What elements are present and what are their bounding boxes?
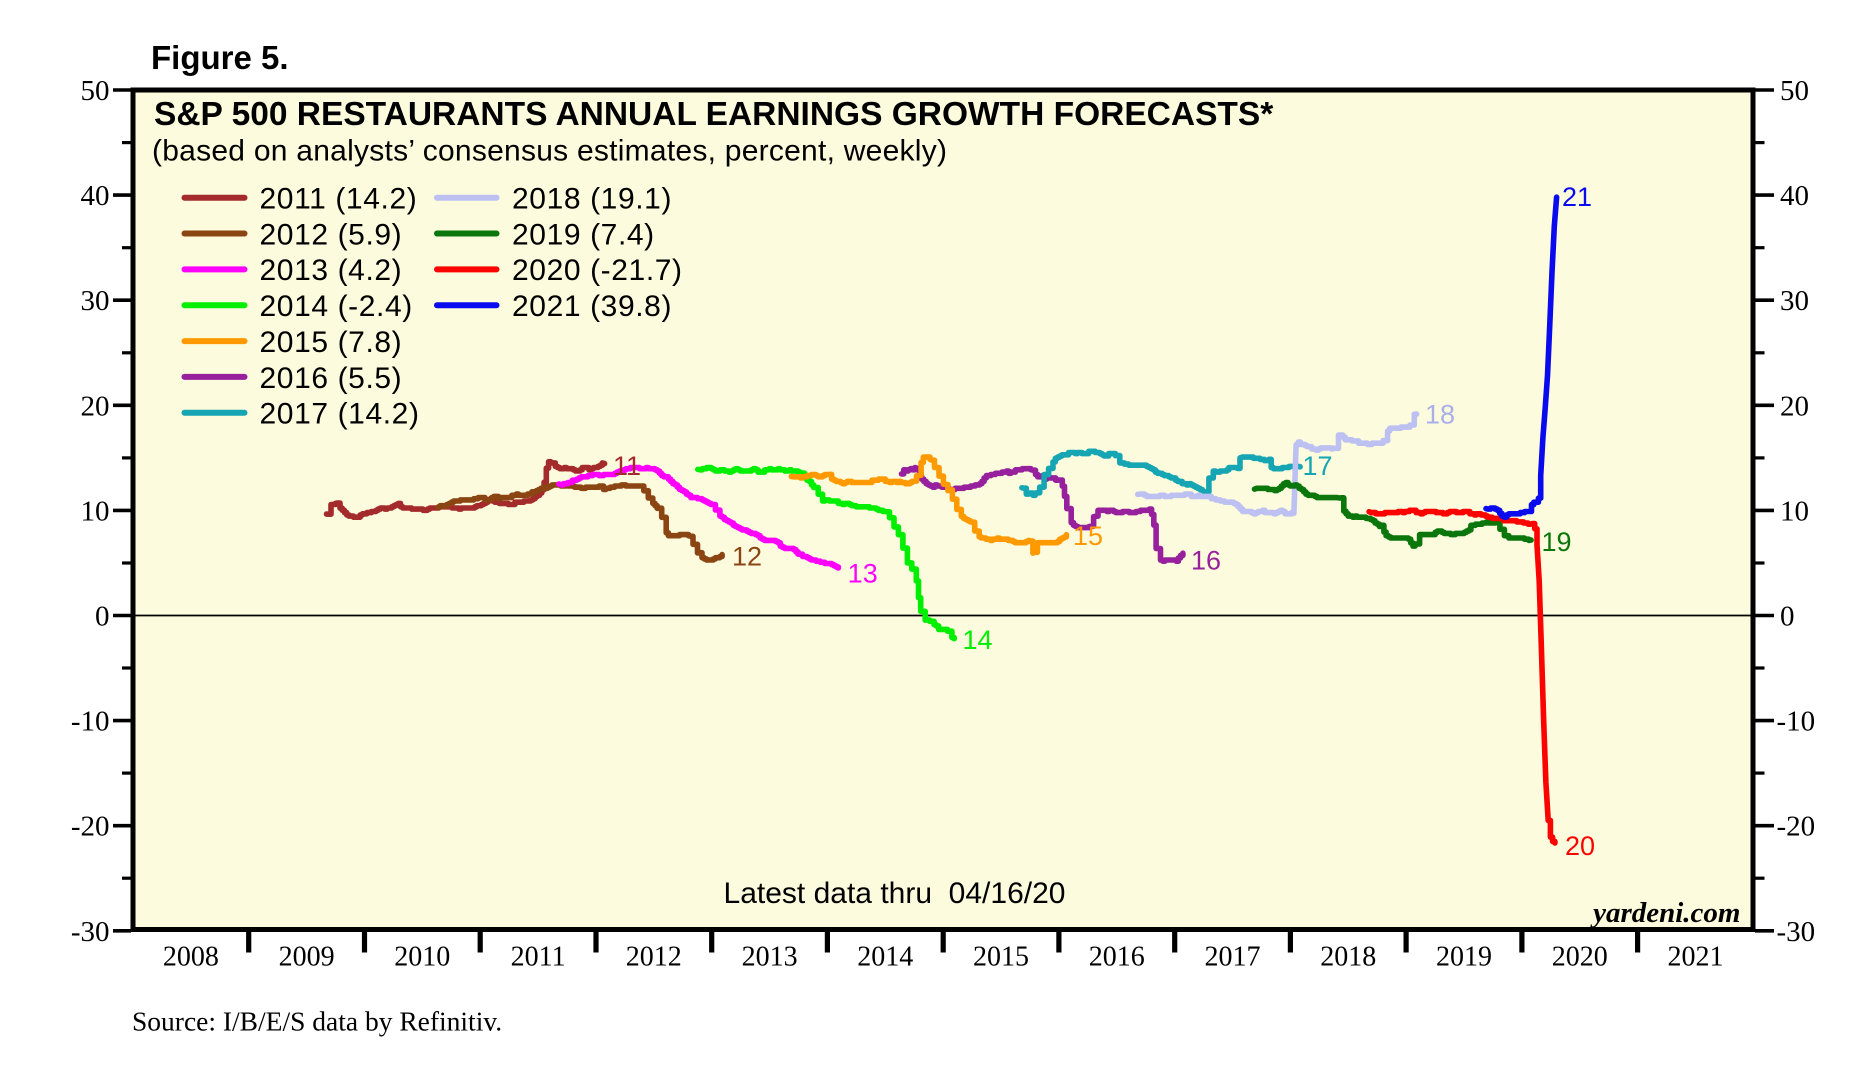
svg-text:50: 50	[81, 75, 110, 107]
svg-text:17: 17	[1302, 451, 1332, 481]
svg-text:30: 30	[81, 285, 110, 317]
svg-text:10: 10	[81, 495, 110, 527]
svg-text:Latest data thru 04/16/20: Latest data thru 04/16/20	[724, 877, 1066, 910]
svg-text:-30: -30	[1777, 916, 1816, 948]
svg-text:Figure 5.: Figure 5.	[151, 39, 289, 76]
svg-text:2015: 2015	[973, 942, 1029, 973]
svg-text:0: 0	[1780, 601, 1795, 633]
svg-text:2010: 2010	[394, 942, 450, 973]
svg-text:2019 (7.4): 2019 (7.4)	[512, 218, 655, 251]
svg-text:2017: 2017	[1205, 942, 1261, 973]
svg-text:2017 (14.2): 2017 (14.2)	[260, 398, 420, 431]
svg-text:40: 40	[81, 180, 110, 212]
svg-text:20: 20	[1780, 390, 1809, 422]
svg-text:yardeni.com: yardeni.com	[1590, 897, 1740, 929]
svg-text:-20: -20	[71, 811, 110, 843]
svg-text:-10: -10	[1777, 706, 1816, 738]
svg-text:50: 50	[1780, 75, 1809, 107]
svg-text:20: 20	[81, 390, 110, 422]
svg-text:-20: -20	[1777, 811, 1816, 843]
svg-text:2014: 2014	[857, 942, 913, 973]
svg-text:2012: 2012	[626, 942, 682, 973]
svg-text:2016 (5.5): 2016 (5.5)	[260, 362, 403, 395]
svg-text:2014 (-2.4): 2014 (-2.4)	[260, 290, 413, 323]
svg-text:40: 40	[1780, 180, 1809, 212]
svg-text:2015 (7.8): 2015 (7.8)	[260, 326, 403, 359]
svg-text:2013 (4.2): 2013 (4.2)	[260, 254, 403, 287]
svg-text:2019: 2019	[1436, 942, 1492, 973]
svg-text:13: 13	[848, 558, 878, 588]
svg-text:12: 12	[732, 541, 762, 571]
svg-text:14: 14	[962, 625, 992, 655]
svg-text:2011 (14.2): 2011 (14.2)	[260, 183, 418, 216]
svg-text:15: 15	[1073, 521, 1103, 551]
svg-text:-30: -30	[71, 916, 110, 948]
svg-text:2020: 2020	[1552, 942, 1608, 973]
svg-text:2021 (39.8): 2021 (39.8)	[512, 290, 672, 323]
svg-text:2011: 2011	[511, 942, 566, 973]
svg-text:11: 11	[613, 451, 641, 481]
svg-text:2008: 2008	[163, 942, 219, 973]
svg-text:2013: 2013	[742, 942, 798, 973]
svg-text:2018: 2018	[1320, 942, 1376, 973]
svg-text:-10: -10	[71, 706, 110, 738]
svg-text:2009: 2009	[279, 942, 335, 973]
svg-text:2016: 2016	[1089, 942, 1145, 973]
svg-text:Source: I/B/E/S data by Refini: Source: I/B/E/S data by Refinitiv.	[132, 1006, 502, 1037]
svg-text:19: 19	[1541, 527, 1571, 557]
svg-text:16: 16	[1191, 545, 1221, 575]
svg-text:0: 0	[95, 601, 110, 633]
svg-text:2012 (5.9): 2012 (5.9)	[260, 218, 403, 251]
svg-text:2018 (19.1): 2018 (19.1)	[512, 183, 672, 216]
svg-text:30: 30	[1780, 285, 1809, 317]
svg-text:2020 (-21.7): 2020 (-21.7)	[512, 254, 683, 287]
svg-text:S&P 500 RESTAURANTS ANNUAL EAR: S&P 500 RESTAURANTS ANNUAL EARNINGS GROW…	[154, 96, 1273, 133]
svg-text:(based on analysts’ consensus: (based on analysts’ consensus estimates,…	[152, 135, 947, 168]
svg-text:10: 10	[1780, 495, 1809, 527]
svg-text:2021: 2021	[1668, 942, 1724, 973]
svg-text:18: 18	[1425, 399, 1455, 429]
svg-text:21: 21	[1562, 182, 1592, 212]
svg-text:20: 20	[1565, 831, 1595, 861]
